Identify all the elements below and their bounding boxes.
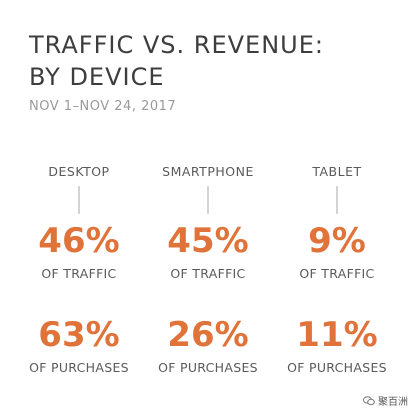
chart-title: TRAFFIC VS. REVENUE: BY DEVICE [29, 29, 324, 93]
device-column-desktop: DESKTOP 46% OF TRAFFIC 63% OF PURCHASES [14, 0, 144, 413]
connector-line [207, 186, 209, 214]
chart-title-line: BY DEVICE [29, 63, 165, 91]
chart-title-line: TRAFFIC VS. REVENUE: [29, 31, 324, 59]
purchases-value: 11% [296, 315, 378, 355]
purchases-label: OF PURCHASES [29, 360, 129, 375]
watermark-text: 聚百洲 [378, 397, 408, 408]
traffic-label: OF TRAFFIC [41, 266, 117, 281]
connector-line [78, 186, 80, 214]
purchases-label: OF PURCHASES [287, 360, 387, 375]
purchases-value: 63% [38, 315, 120, 355]
device-label: SMARTPHONE [162, 164, 254, 179]
wechat-icon [363, 395, 375, 405]
purchases-value: 26% [167, 315, 249, 355]
device-label: TABLET [312, 164, 362, 179]
traffic-label: OF TRAFFIC [299, 266, 375, 281]
traffic-value: 46% [38, 221, 120, 261]
device-label: DESKTOP [48, 164, 110, 179]
device-column-tablet: TABLET 9% OF TRAFFIC 11% OF PURCHASES [272, 0, 402, 413]
purchases-label: OF PURCHASES [158, 360, 258, 375]
connector-line [336, 186, 338, 214]
watermark: 聚百洲 [363, 393, 408, 408]
traffic-value: 45% [167, 221, 249, 261]
traffic-value: 9% [308, 221, 366, 261]
date-range: NOV 1–NOV 24, 2017 [29, 99, 177, 114]
device-column-smartphone: SMARTPHONE 45% OF TRAFFIC 26% OF PURCHAS… [143, 0, 273, 413]
traffic-label: OF TRAFFIC [170, 266, 246, 281]
